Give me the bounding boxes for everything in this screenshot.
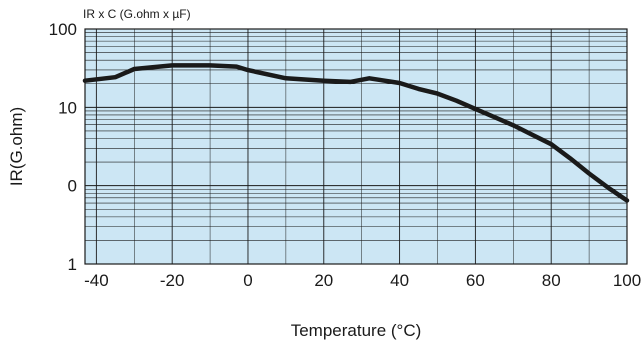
x-tick-label: 100: [613, 271, 641, 290]
x-tick-label: -40: [84, 271, 109, 290]
x-tick-label: 20: [314, 271, 333, 290]
x-tick-label: 0: [243, 271, 252, 290]
x-tick-label: 60: [466, 271, 485, 290]
y-tick-label: 0: [68, 177, 77, 196]
units-annotation: IR x C (G.ohm x µF): [83, 7, 191, 21]
x-tick-labels: -40 -20 0 20 40 60 80 100: [84, 271, 641, 290]
x-tick-label: -20: [160, 271, 185, 290]
x-tick-label: 80: [542, 271, 561, 290]
y-tick-label: 100: [49, 20, 77, 39]
x-tick-label: 40: [390, 271, 409, 290]
x-axis-label: Temperature (°C): [291, 321, 422, 340]
y-tick-label: 10: [58, 98, 77, 117]
y-tick-label: 1: [68, 255, 77, 274]
y-axis-label: IR(G.ohm): [7, 107, 26, 186]
